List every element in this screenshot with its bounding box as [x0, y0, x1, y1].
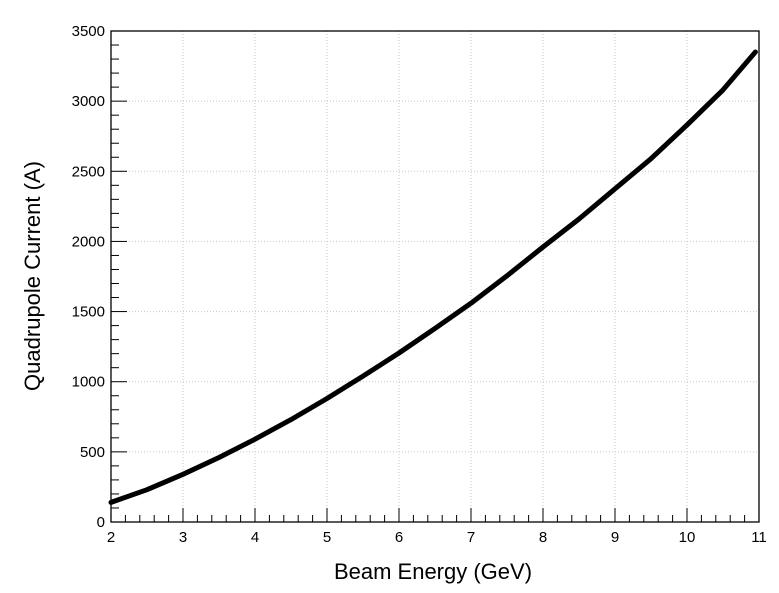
- x-tick-label: 2: [107, 529, 115, 546]
- y-tick-label: 3000: [72, 93, 105, 110]
- plot-frame: [110, 30, 760, 523]
- x-tick-label: 6: [395, 529, 403, 546]
- x-tick-label: 5: [323, 529, 331, 546]
- series-layer: [108, 49, 758, 505]
- y-tick-label: 0: [97, 514, 105, 531]
- x-tick-label: 10: [679, 529, 696, 546]
- x-tick-label: 7: [467, 529, 475, 546]
- grid: [111, 31, 759, 522]
- tick-labels: 2 3 4 5 6 7 8 9 10 11 0 500 1000 1500 2000 2500 3000 3500: [72, 23, 767, 546]
- x-axis-title: Beam Energy (GeV): [334, 559, 532, 584]
- y-tick-label: 2000: [72, 233, 105, 250]
- y-tick-label: 1500: [72, 304, 105, 321]
- y-tick-label: 3500: [72, 23, 105, 40]
- x-tick-label: 9: [611, 529, 619, 546]
- series-line: [108, 49, 758, 505]
- x-tick-label: 3: [179, 529, 187, 546]
- y-axis-title: Quadrupole Current (A): [20, 161, 45, 391]
- x-tick-label: 4: [251, 529, 259, 546]
- y-tick-label: 1000: [72, 374, 105, 391]
- y-tick-label: 500: [80, 444, 105, 461]
- y-tick-label: 2500: [72, 163, 105, 180]
- x-tick-label: 8: [539, 529, 547, 546]
- x-tick-label: 11: [751, 529, 767, 546]
- ticks: [110, 30, 760, 523]
